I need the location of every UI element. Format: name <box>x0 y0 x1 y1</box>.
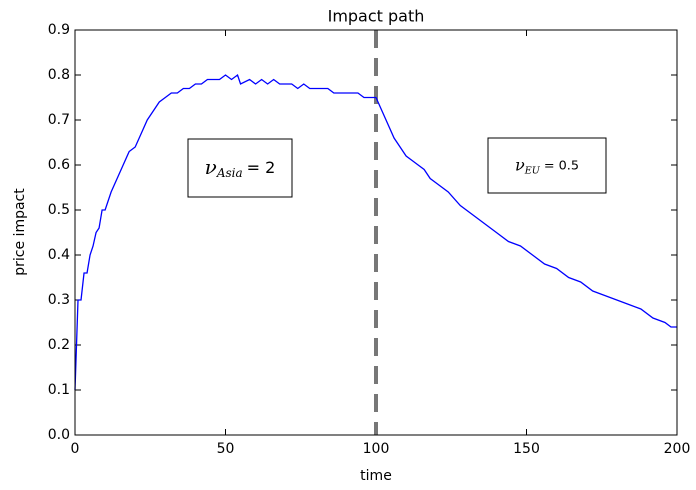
y-tick-label: 0.4 <box>48 247 70 263</box>
y-tick-label: 0.2 <box>48 337 70 353</box>
y-tick-label: 0.7 <box>48 112 70 128</box>
annotation-symbol: ν <box>515 155 525 174</box>
annotation-symbol: ν <box>205 155 217 179</box>
y-tick-label: 0.5 <box>48 202 70 218</box>
annotation-subscript: EU <box>524 165 541 176</box>
plot-frame <box>74 29 678 436</box>
chart-title: Impact path <box>328 7 425 26</box>
x-tick-label: 100 <box>363 441 390 457</box>
annotation-box <box>487 137 607 194</box>
annotation-rest: = 2 <box>247 158 276 177</box>
annotation-box <box>187 138 293 198</box>
annotation-rest: = 0.5 <box>544 158 579 173</box>
x-tick-label: 50 <box>217 441 235 457</box>
y-tick-label: 0.0 <box>48 427 70 443</box>
y-tick-label: 0.3 <box>48 292 70 308</box>
x-axis-label: time <box>360 468 392 484</box>
annotation: νAsia = 2 <box>205 155 276 180</box>
annotation-subscript: Asia <box>216 166 243 180</box>
y-axis-label: price impact <box>12 188 28 276</box>
x-tick-label: 150 <box>513 441 540 457</box>
y-tick-label: 0.9 <box>48 22 70 38</box>
y-tick-label: 0.1 <box>48 382 70 398</box>
x-tick-label: 200 <box>664 441 691 457</box>
y-tick-label: 0.6 <box>48 157 70 173</box>
y-tick-label: 0.8 <box>48 67 70 83</box>
x-tick-label: 0 <box>71 441 80 457</box>
annotation: νEU = 0.5 <box>515 155 579 176</box>
line <box>74 73 677 391</box>
